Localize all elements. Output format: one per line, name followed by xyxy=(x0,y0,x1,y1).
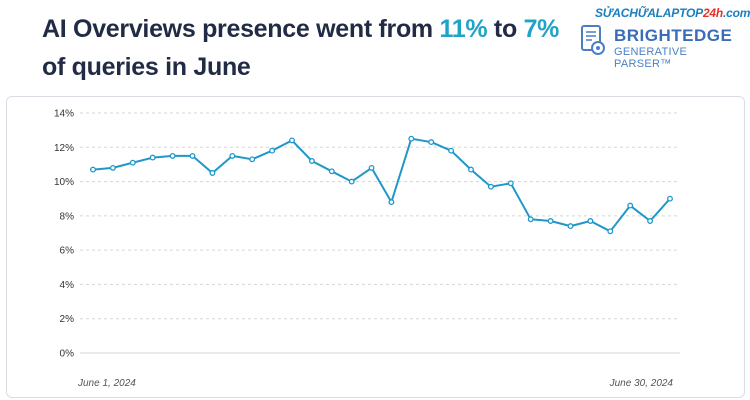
data-point xyxy=(547,218,554,224)
data-point xyxy=(90,166,96,173)
gridlines xyxy=(80,112,680,354)
data-point xyxy=(189,152,196,159)
data-point xyxy=(348,178,355,185)
y-tick-label: 6% xyxy=(60,246,75,257)
chart-title: AI Overviews presence went from 11% to 7… xyxy=(42,10,562,86)
data-point xyxy=(587,218,594,224)
data-point xyxy=(209,170,216,176)
data-point xyxy=(269,147,276,154)
data-point xyxy=(249,156,256,163)
y-tick-label: 2% xyxy=(60,314,75,325)
series-line xyxy=(92,137,671,233)
data-point xyxy=(468,166,474,173)
data-point xyxy=(229,152,236,159)
site-watermark: SỬACHỮALAPTOP24h.com xyxy=(595,6,750,20)
brightedge-logo: BRIGHTEDGE GENERATIVE PARSER™ xyxy=(580,22,740,70)
data-point xyxy=(289,137,295,144)
y-tick-label: 8% xyxy=(60,211,75,222)
data-point xyxy=(149,154,156,161)
y-tick-label: 10% xyxy=(54,177,74,188)
watermark-prefix: SỬACHỮALAPTOP xyxy=(595,6,703,20)
title-highlight-from: 11% xyxy=(439,15,488,43)
data-point xyxy=(607,228,614,235)
data-point xyxy=(328,168,335,175)
data-point xyxy=(129,159,136,166)
title-highlight-to: 7% xyxy=(523,15,560,43)
series-ai-overviews xyxy=(90,135,673,235)
brand-subtitle: GENERATIVE PARSER™ xyxy=(614,46,688,70)
data-point xyxy=(487,183,494,190)
data-point xyxy=(308,158,315,164)
watermark-suffix: .com xyxy=(723,6,750,20)
title-text-part2: of queries in June xyxy=(42,53,251,81)
data-point xyxy=(408,135,415,142)
x-axis-start-label: June 1, 2024 xyxy=(77,378,136,389)
data-point xyxy=(368,164,375,171)
data-point xyxy=(448,147,455,154)
y-axis-tick-labels: 0% 2% 4% 6% 8% 10% 12% 14% xyxy=(54,109,74,360)
x-axis-labels: June 1, 2024 June 30, 2024 xyxy=(77,378,673,389)
watermark-number: 24h xyxy=(702,6,724,20)
data-point xyxy=(567,223,574,230)
data-point xyxy=(428,139,435,146)
data-point xyxy=(507,180,514,187)
data-point xyxy=(627,202,634,209)
data-point xyxy=(169,152,176,159)
data-point xyxy=(109,164,116,171)
document-gear-icon xyxy=(581,25,605,55)
data-point xyxy=(527,216,534,223)
data-point xyxy=(647,218,654,224)
y-tick-label: 12% xyxy=(54,143,74,154)
y-tick-label: 14% xyxy=(54,109,74,120)
chart-card xyxy=(6,96,745,398)
y-tick-label: 0% xyxy=(60,349,75,360)
title-text-part1: AI Overviews presence went from xyxy=(42,15,440,43)
brand-name: BRIGHTEDGE xyxy=(614,26,733,45)
x-axis-end-label: June 30, 2024 xyxy=(609,378,674,389)
y-tick-label: 4% xyxy=(60,280,75,291)
title-text-mid: to xyxy=(487,15,524,43)
data-point xyxy=(667,195,673,202)
data-point xyxy=(388,199,395,206)
